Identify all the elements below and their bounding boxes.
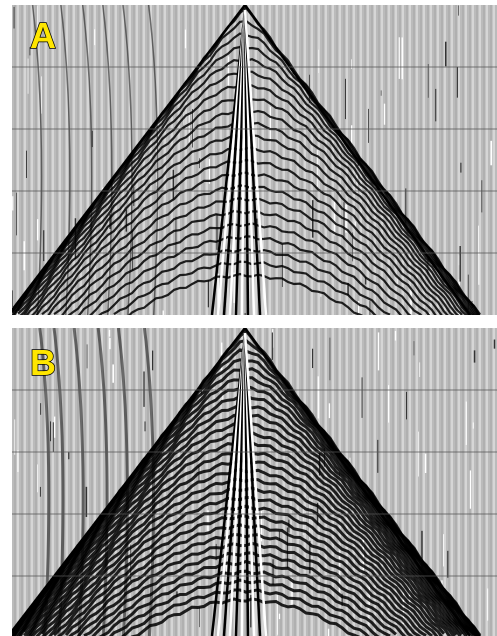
figure: A B — [0, 0, 497, 636]
panel-label: A — [30, 15, 56, 56]
panel-a — [12, 5, 497, 356]
panel-label: B — [30, 342, 56, 383]
panel-b — [12, 328, 497, 636]
